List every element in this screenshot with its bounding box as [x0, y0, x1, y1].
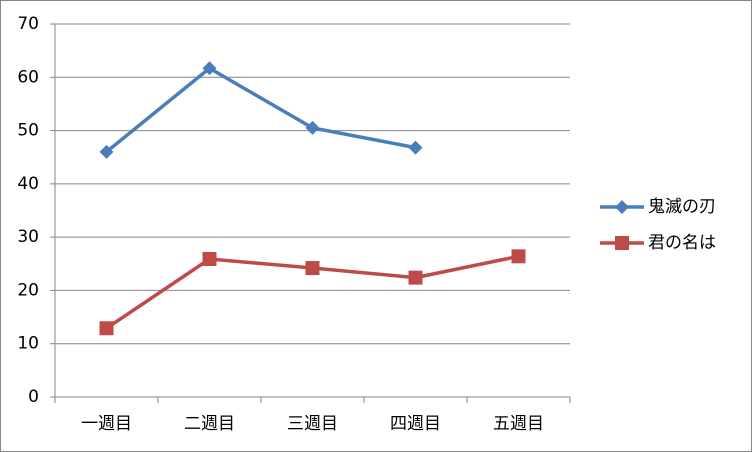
x-tick-label: 一週目: [81, 414, 132, 434]
x-tick-label: 五週目: [493, 414, 544, 434]
legend-marker: [615, 200, 629, 214]
y-tick-label: 50: [17, 121, 39, 141]
y-tick-label: 10: [17, 334, 39, 354]
data-point: [99, 321, 114, 336]
y-tick-label: 0: [28, 387, 39, 407]
y-tick-label: 20: [17, 280, 39, 300]
x-tick-label: 四週目: [390, 414, 441, 434]
y-tick-label: 70: [17, 14, 39, 34]
data-point: [511, 249, 526, 264]
data-point: [202, 61, 217, 76]
data-point: [408, 270, 423, 285]
data-point: [305, 120, 320, 135]
x-tick-label: 三週目: [287, 414, 338, 434]
data-point: [305, 261, 320, 276]
series-line: [105, 66, 416, 154]
data-point: [99, 144, 114, 159]
legend-label: 君の名は: [648, 233, 716, 253]
legend-marker: [615, 236, 629, 250]
data-point: [202, 251, 217, 266]
y-tick-label: 30: [17, 227, 39, 247]
data-point: [408, 140, 423, 155]
y-tick-label: 60: [17, 67, 39, 87]
legend-label: 鬼滅の刃: [648, 197, 716, 217]
x-tick-label: 二週目: [184, 414, 235, 434]
y-tick-label: 40: [17, 174, 39, 194]
